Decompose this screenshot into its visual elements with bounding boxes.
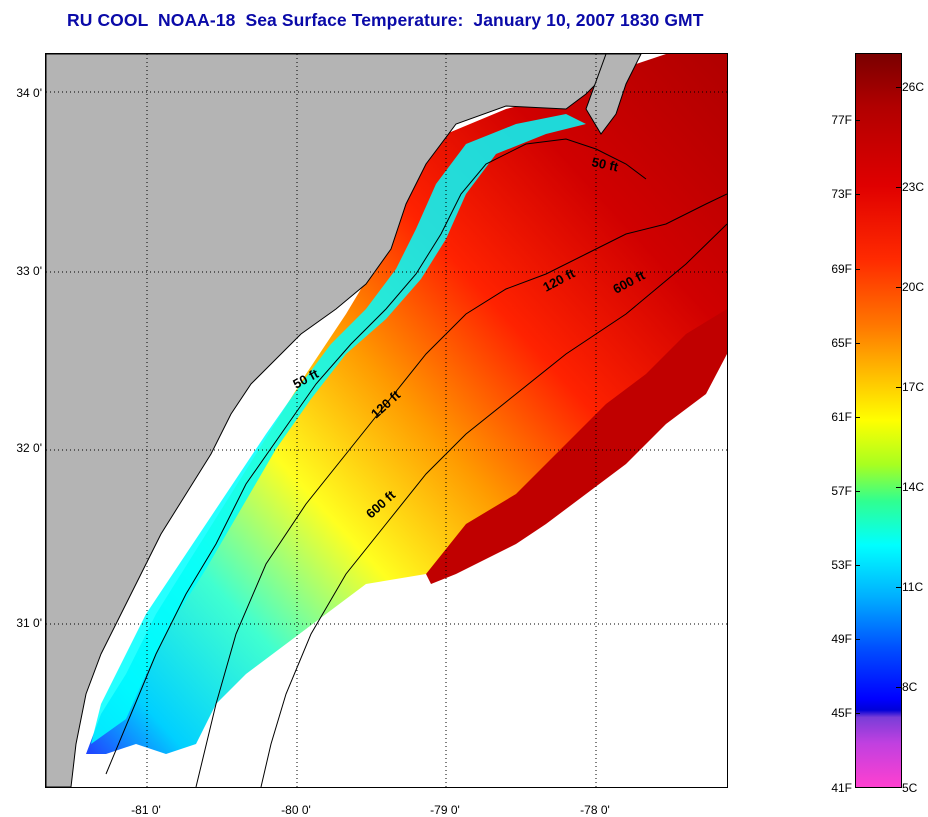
temperature-colorbar: [855, 53, 902, 788]
colorbar-c-label: 23C: [902, 180, 925, 194]
colorbar-c-label: 26C: [902, 80, 925, 94]
lat-label: 31 0': [16, 616, 42, 630]
lon-label: -78 0': [580, 803, 610, 817]
lon-label: -81 0': [131, 803, 161, 817]
map-title: RU COOL NOAA-18 Sea Surface Temperature:…: [67, 10, 704, 30]
colorbar-c-label: 17C: [902, 380, 925, 394]
colorbar-f-label: 61F: [831, 410, 852, 424]
sst-map: 50 ft 50 ft 120 ft 120 ft 600 ft 600 ft: [45, 53, 728, 788]
colorbar-f-label: 77F: [831, 113, 852, 127]
lon-label: -79 0': [430, 803, 460, 817]
isobath-label: 50 ft: [590, 154, 620, 174]
colorbar-c-label: 14C: [902, 480, 925, 494]
colorbar-tick: [896, 687, 901, 688]
colorbar-tick: [855, 713, 860, 714]
colorbar-tick: [855, 639, 860, 640]
colorbar-tick: [855, 269, 860, 270]
colorbar-c-label: 11C: [902, 580, 924, 594]
colorbar-f-label: 73F: [831, 187, 852, 201]
colorbar-tick: [855, 417, 860, 418]
lat-label: 33 0': [16, 264, 42, 278]
colorbar-c-label: 5C: [902, 781, 918, 795]
colorbar-f-label: 57F: [831, 484, 852, 498]
colorbar-tick: [896, 487, 901, 488]
warm-edge-pixels: [426, 309, 727, 584]
colorbar-tick: [896, 587, 901, 588]
sst-field: [86, 54, 727, 754]
lat-label: 34 0': [16, 86, 42, 100]
graticule: [46, 54, 727, 787]
colorbar-tick: [855, 194, 860, 195]
colorbar-f-label: 45F: [831, 706, 852, 720]
land-mass-ne: [585, 54, 642, 135]
colorbar-tick: [855, 565, 860, 566]
colorbar-tick: [896, 87, 901, 88]
colorbar-tick: [896, 287, 901, 288]
sst-map-canvas: 50 ft 50 ft 120 ft 120 ft 600 ft 600 ft: [46, 54, 727, 787]
colorbar-c-label: 20C: [902, 280, 925, 294]
colorbar-tick: [855, 491, 860, 492]
lat-label: 32 0': [16, 441, 42, 455]
colorbar-tick: [855, 343, 860, 344]
colorbar-tick: [855, 120, 860, 121]
isobath-600ft-line: [260, 223, 727, 787]
colorbar-f-label: 53F: [831, 558, 852, 572]
nearshore-cool-water: [91, 114, 586, 744]
colorbar-tick: [896, 387, 901, 388]
colorbar-f-label: 41F: [831, 781, 852, 795]
colorbar-f-label: 69F: [831, 262, 852, 276]
colorbar-f-label: 65F: [831, 336, 852, 350]
lon-label: -80 0': [281, 803, 311, 817]
isobath-50ft-line: [105, 138, 647, 775]
colorbar-f-label: 49F: [831, 632, 852, 646]
colorbar-tick: [896, 187, 901, 188]
land-mass: [46, 54, 607, 787]
colorbar-c-label: 8C: [902, 680, 918, 694]
